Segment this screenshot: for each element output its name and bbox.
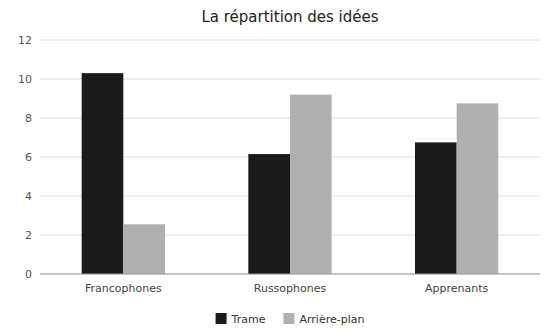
x-tick-label: Francophones — [85, 282, 162, 295]
legend-label: Arrière-plan — [299, 313, 364, 326]
x-axis-line — [40, 274, 540, 275]
legend-label: Trame — [231, 313, 266, 326]
y-tick-label: 4 — [25, 190, 32, 203]
bars — [82, 73, 499, 274]
y-tick-label: 10 — [18, 73, 32, 86]
chart: La répartition des idées 0 2 4 6 8 10 12 Francop… — [0, 0, 556, 336]
grid-line — [40, 40, 540, 41]
y-tick-label: 6 — [25, 151, 32, 164]
y-tick-label: 12 — [18, 34, 32, 47]
bar — [415, 142, 457, 274]
x-tick-label: Russophones — [254, 282, 327, 295]
title: La répartition des idées — [201, 8, 378, 26]
bar — [123, 224, 165, 274]
bar — [82, 73, 124, 274]
grid-line — [40, 274, 540, 275]
bar — [248, 154, 290, 274]
legend-swatch — [283, 313, 294, 324]
legend-item: Trame — [216, 313, 266, 326]
grid — [40, 40, 540, 274]
bar — [290, 95, 332, 274]
x-tick-label: Apprenants — [425, 282, 489, 295]
legend-swatch — [216, 313, 227, 324]
y-tick-label: 8 — [25, 112, 32, 125]
y-tick-label: 0 — [25, 268, 32, 281]
legend: Trame Arrière-plan — [216, 313, 365, 326]
y-tick-label: 2 — [25, 229, 32, 242]
legend-item: Arrière-plan — [283, 313, 364, 326]
bar — [457, 103, 499, 274]
